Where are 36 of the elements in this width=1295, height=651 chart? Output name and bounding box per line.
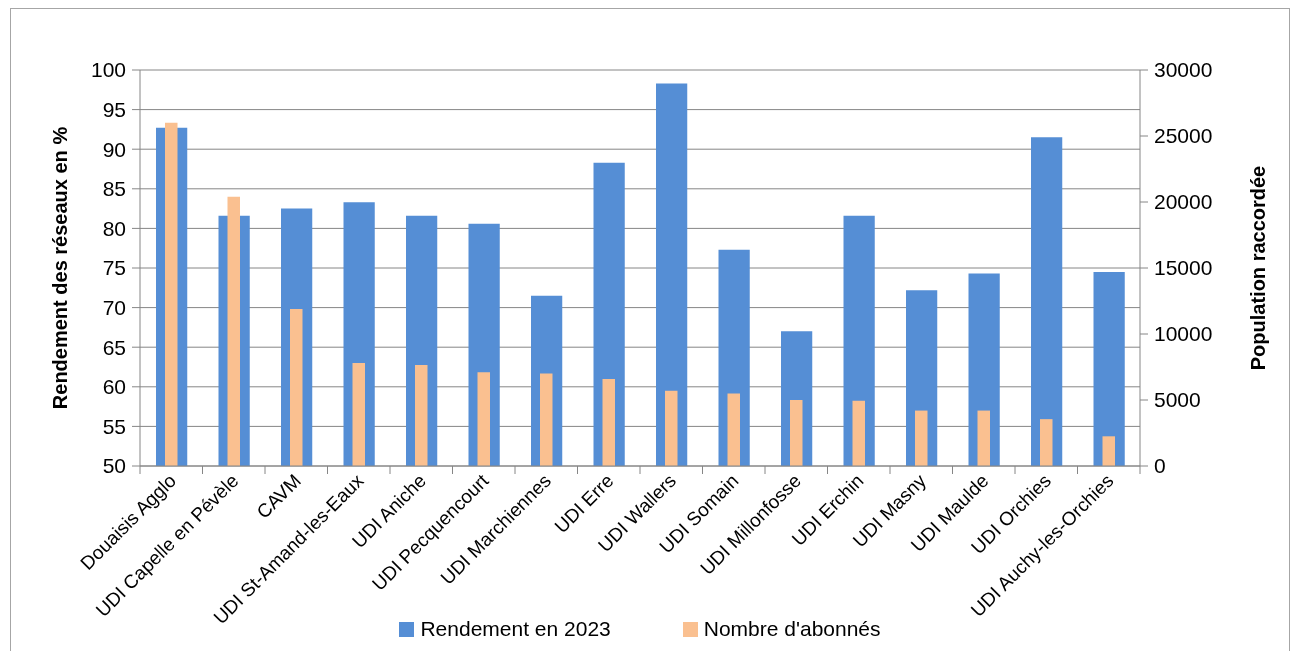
y2-axis-title: Population raccordée bbox=[1246, 165, 1270, 371]
y2-tick-label: 0 bbox=[1154, 454, 1166, 478]
bar bbox=[540, 373, 553, 466]
y2-tick-label: 30000 bbox=[1154, 58, 1213, 82]
y2-tick-label: 5000 bbox=[1154, 388, 1201, 412]
bar bbox=[352, 363, 365, 466]
y-tick-label: 80 bbox=[102, 216, 126, 240]
bar bbox=[977, 410, 990, 466]
y-axis-title: Rendement des réseaux en % bbox=[48, 126, 72, 410]
y-tick-label: 95 bbox=[102, 98, 126, 122]
bar bbox=[477, 372, 490, 466]
bar bbox=[727, 393, 740, 466]
y-tick-label: 50 bbox=[102, 454, 126, 478]
y2-tick-label: 25000 bbox=[1154, 124, 1213, 148]
y-tick-label: 100 bbox=[90, 58, 126, 82]
y-tick-label: 70 bbox=[102, 296, 126, 320]
bar bbox=[665, 390, 678, 466]
bar bbox=[602, 378, 615, 466]
bar bbox=[1102, 436, 1115, 466]
y-tick-label: 85 bbox=[102, 177, 126, 201]
y-tick-label: 65 bbox=[102, 335, 126, 359]
bar bbox=[790, 400, 803, 466]
y-tick-label: 55 bbox=[102, 414, 126, 438]
y-tick-label: 75 bbox=[102, 256, 126, 280]
bar bbox=[915, 410, 928, 466]
bar bbox=[415, 365, 428, 466]
bar bbox=[852, 400, 865, 466]
bar bbox=[1040, 419, 1053, 466]
y-tick-label: 60 bbox=[102, 375, 126, 399]
y2-tick-label: 15000 bbox=[1154, 256, 1213, 280]
legend-label: Nombre d'abonnés bbox=[703, 617, 881, 641]
y-tick-label: 90 bbox=[102, 137, 126, 161]
y2-tick-label: 20000 bbox=[1154, 190, 1213, 214]
bar bbox=[290, 308, 303, 466]
y2-tick-label: 10000 bbox=[1154, 322, 1213, 346]
legend-label: Rendement en 2023 bbox=[420, 617, 611, 641]
